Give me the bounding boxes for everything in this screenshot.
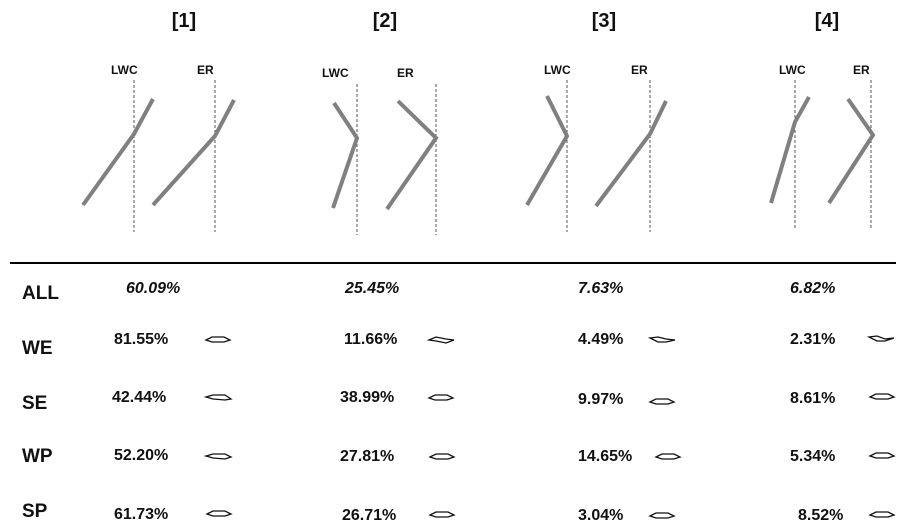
mini-pattern-4-wp-icon: [868, 452, 896, 459]
lwc-label-1: LWC: [111, 63, 138, 77]
mini-pattern-1-se-icon: [204, 394, 233, 401]
mini-pattern-4-se-icon: [868, 393, 896, 400]
pct-1-se: 42.44%: [112, 389, 167, 406]
column-title-2: [2]: [372, 10, 398, 32]
pattern-1-lwc-line: [81, 98, 155, 207]
lwc-label-2: LWC: [322, 66, 349, 80]
horizontal-rule: [10, 262, 896, 264]
mini-pattern-1-wp-icon: [204, 453, 233, 460]
pattern-2-lwc-line: [331, 101, 360, 209]
pct-2-wp: 27.81%: [340, 448, 395, 465]
pct-3-sp: 3.04%: [578, 507, 624, 524]
mini-pattern-1-sp-icon: [205, 510, 233, 517]
row-label-we: WE: [22, 338, 53, 359]
column-title-1: [1]: [171, 10, 197, 32]
pct-2-we: 11.66%: [344, 331, 398, 348]
column-title-4: [4]: [814, 10, 840, 32]
mini-pattern-4-we-icon: [867, 335, 895, 342]
pattern-4-lwc-line: [769, 96, 811, 204]
pct-3-se: 9.97%: [578, 391, 624, 408]
pct-1-sp: 61.73%: [114, 506, 169, 523]
er-label-2: ER: [397, 66, 414, 80]
er-label-1: ER: [197, 63, 214, 77]
mini-pattern-1-we-icon: [204, 336, 232, 343]
total-pct-4: 6.82%: [790, 280, 836, 297]
total-pct-3: 7.63%: [578, 280, 624, 297]
mini-pattern-3-sp-icon: [648, 512, 676, 519]
mini-pattern-2-wp-icon: [428, 453, 456, 460]
pct-1-we: 81.55%: [114, 331, 169, 348]
pattern-3-lwc-line: [525, 95, 570, 207]
pct-3-we: 4.49%: [578, 331, 624, 348]
mini-pattern-3-wp-icon: [654, 453, 682, 460]
lwc-label-4: LWC: [779, 63, 806, 77]
pct-2-sp: 26.71%: [342, 507, 397, 524]
row-label-sp: SP: [22, 501, 48, 522]
total-pct-2: 25.45%: [345, 280, 400, 297]
pattern-2-er-line: [385, 99, 439, 211]
row-label-all: ALL: [22, 283, 59, 304]
pct-2-se: 38.99%: [340, 389, 395, 406]
total-pct-1: 60.09%: [126, 280, 181, 297]
mini-pattern-4-sp-icon: [868, 511, 896, 518]
mini-pattern-3-we-icon: [648, 336, 676, 343]
pct-3-wp: 14.65%: [578, 448, 633, 465]
pct-1-wp: 52.20%: [114, 447, 169, 464]
mini-pattern-3-se-icon: [648, 398, 676, 405]
pattern-3-er-line: [594, 100, 668, 208]
pattern-1-er-line: [151, 99, 236, 207]
pct-4-se: 8.61%: [790, 390, 836, 407]
column-title-3: [3]: [591, 10, 617, 32]
lwc-label-3: LWC: [544, 63, 571, 77]
er-label-3: ER: [631, 63, 648, 77]
er-label-4: ER: [853, 63, 870, 77]
mini-pattern-2-sp-icon: [428, 511, 456, 518]
pct-4-we: 2.31%: [790, 331, 836, 348]
row-label-se: SE: [22, 393, 48, 414]
row-label-wp: WP: [22, 446, 53, 467]
mini-pattern-2-we-icon: [427, 336, 455, 344]
pct-4-sp: 8.52%: [798, 507, 844, 524]
pct-4-wp: 5.34%: [790, 448, 836, 465]
pattern-4-er-line: [827, 97, 876, 205]
mini-pattern-2-se-icon: [427, 394, 455, 401]
pattern-diagrams: [81, 80, 876, 235]
